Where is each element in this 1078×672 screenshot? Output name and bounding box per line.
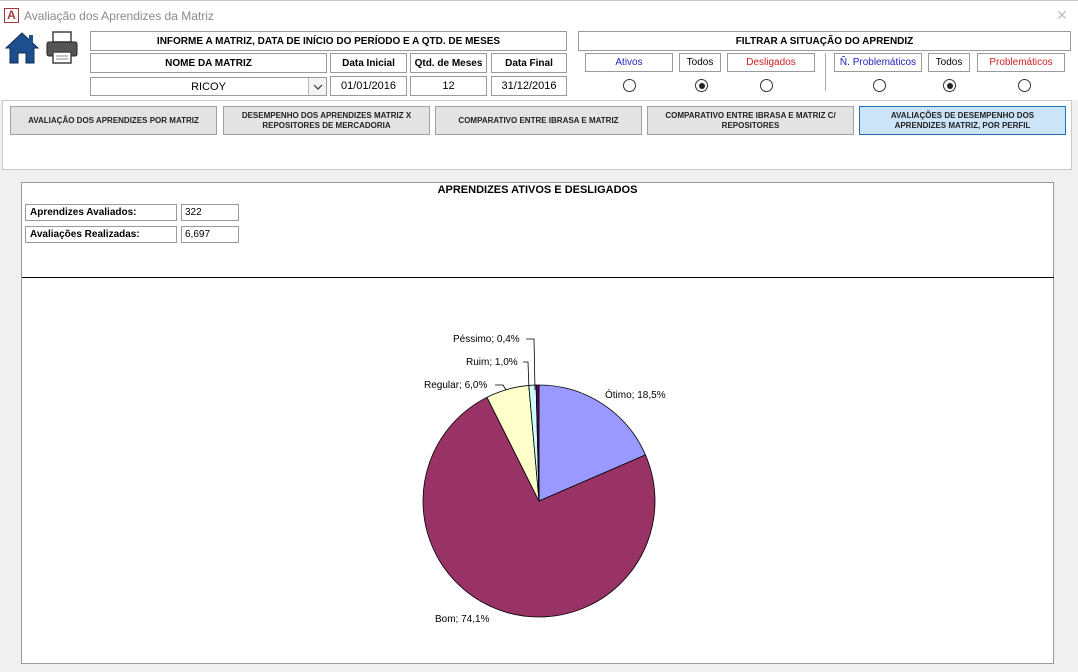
filter-divider — [825, 53, 826, 91]
qtd-meses-label: Qtd. de Meses — [410, 53, 487, 73]
tab-avaliacao-por-matriz[interactable]: AVALIAÇÃO DOS APRENDIZES POR MATRIZ — [10, 106, 217, 135]
filter-todos-label: Todos — [679, 53, 721, 72]
pie-leader-line — [526, 338, 536, 391]
pie-slice-label: Ótimo; 18,5% — [605, 388, 666, 401]
tab-desempenho-repositores[interactable]: DESEMPENHO DOS APRENDIZES MATRIZ X REPOS… — [223, 106, 430, 135]
data-inicial-field[interactable]: 01/01/2016 — [330, 76, 407, 96]
tab-comparativo-ibrasa[interactable]: COMPARATIVO ENTRE IBRASA E MATRIZ — [435, 106, 642, 135]
avaliacoes-realizadas-value: 6,697 — [181, 226, 239, 243]
data-final-label: Data Final — [491, 53, 567, 73]
close-icon[interactable]: ✕ — [1056, 7, 1068, 23]
radio-todos-problematicos[interactable] — [943, 79, 956, 92]
report-divider — [22, 277, 1054, 278]
informe-header: INFORME A MATRIZ, DATA DE INÍCIO DO PERÍ… — [90, 31, 567, 51]
report-title: APRENDIZES ATIVOS E DESLIGADOS — [437, 184, 638, 196]
radio-desligados[interactable] — [760, 79, 773, 92]
printer-icon[interactable] — [44, 30, 80, 66]
radio-nao-problematicos[interactable] — [873, 79, 886, 92]
filtrar-header: FILTRAR A SITUAÇÃO DO APRENDIZ — [578, 31, 1071, 51]
title-bar: A Avaliação dos Aprendizes da Matriz ✕ — [0, 0, 1078, 30]
radio-ativos[interactable] — [623, 79, 636, 92]
filter-desligados-label: Desligados — [727, 53, 815, 72]
avaliacoes-realizadas-label: Avaliações Realizadas: — [25, 226, 177, 243]
radio-problematicos[interactable] — [1018, 79, 1031, 92]
pie-leader-line — [495, 384, 507, 391]
tab-comparativo-ibrasa-repositores[interactable]: COMPARATIVO ENTRE IBRASA E MATRIZ C/ REP… — [647, 106, 854, 135]
pie-slice — [422, 396, 656, 618]
chevron-down-icon[interactable] — [308, 78, 326, 95]
app-icon: A — [4, 8, 19, 23]
pie-slice-label: Regular; 6,0% — [424, 380, 487, 391]
home-icon[interactable] — [4, 30, 40, 66]
aprendizes-avaliados-value: 322 — [181, 204, 239, 221]
tab-avaliacoes-por-perfil[interactable]: AVALIAÇÕES DE DESEMPENHO DOS APRENDIZES … — [859, 106, 1066, 135]
filter-todos-prob-label: Todos — [928, 53, 970, 72]
data-inicial-label: Data Inicial — [330, 53, 407, 73]
pie-slice — [538, 384, 646, 502]
filter-ativos-label: Ativos — [585, 53, 673, 72]
pie-slice-label: Bom; 74,1% — [435, 614, 490, 625]
pie-slice-label: Péssimo; 0,4% — [453, 334, 520, 345]
data-final-field[interactable]: 31/12/2016 — [491, 76, 567, 96]
window-title: Avaliação dos Aprendizes da Matriz — [24, 9, 214, 23]
pie-slice-label: Ruim; 1,0% — [466, 357, 518, 368]
filter-nao-problematicos-label: Ñ. Problemáticos — [834, 53, 922, 72]
nome-matriz-combo[interactable]: RICOY — [90, 77, 327, 96]
nome-matriz-value: RICOY — [191, 80, 226, 93]
radio-todos-situacao[interactable] — [695, 79, 708, 92]
pie-leader-line — [523, 361, 530, 391]
pie-slice — [535, 384, 540, 502]
filter-problematicos-label: Problemáticos — [977, 53, 1065, 72]
qtd-meses-field[interactable]: 12 — [410, 76, 487, 96]
nome-matriz-label: NOME DA MATRIZ — [90, 53, 327, 73]
aprendizes-avaliados-label: Aprendizes Avaliados: — [25, 204, 177, 221]
pie-chart: Ótimo; 18,5% Bom; 74,1% Regular; 6,0% Ruim;… — [422, 334, 666, 625]
